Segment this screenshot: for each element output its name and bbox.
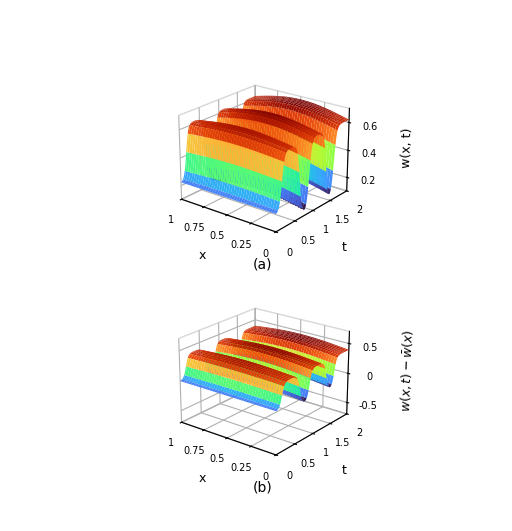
X-axis label: x: x [199,249,206,262]
Y-axis label: t: t [342,241,347,254]
Text: (b): (b) [252,480,272,494]
Y-axis label: t: t [342,464,347,477]
Text: (a): (a) [252,257,272,271]
X-axis label: x: x [199,472,206,485]
